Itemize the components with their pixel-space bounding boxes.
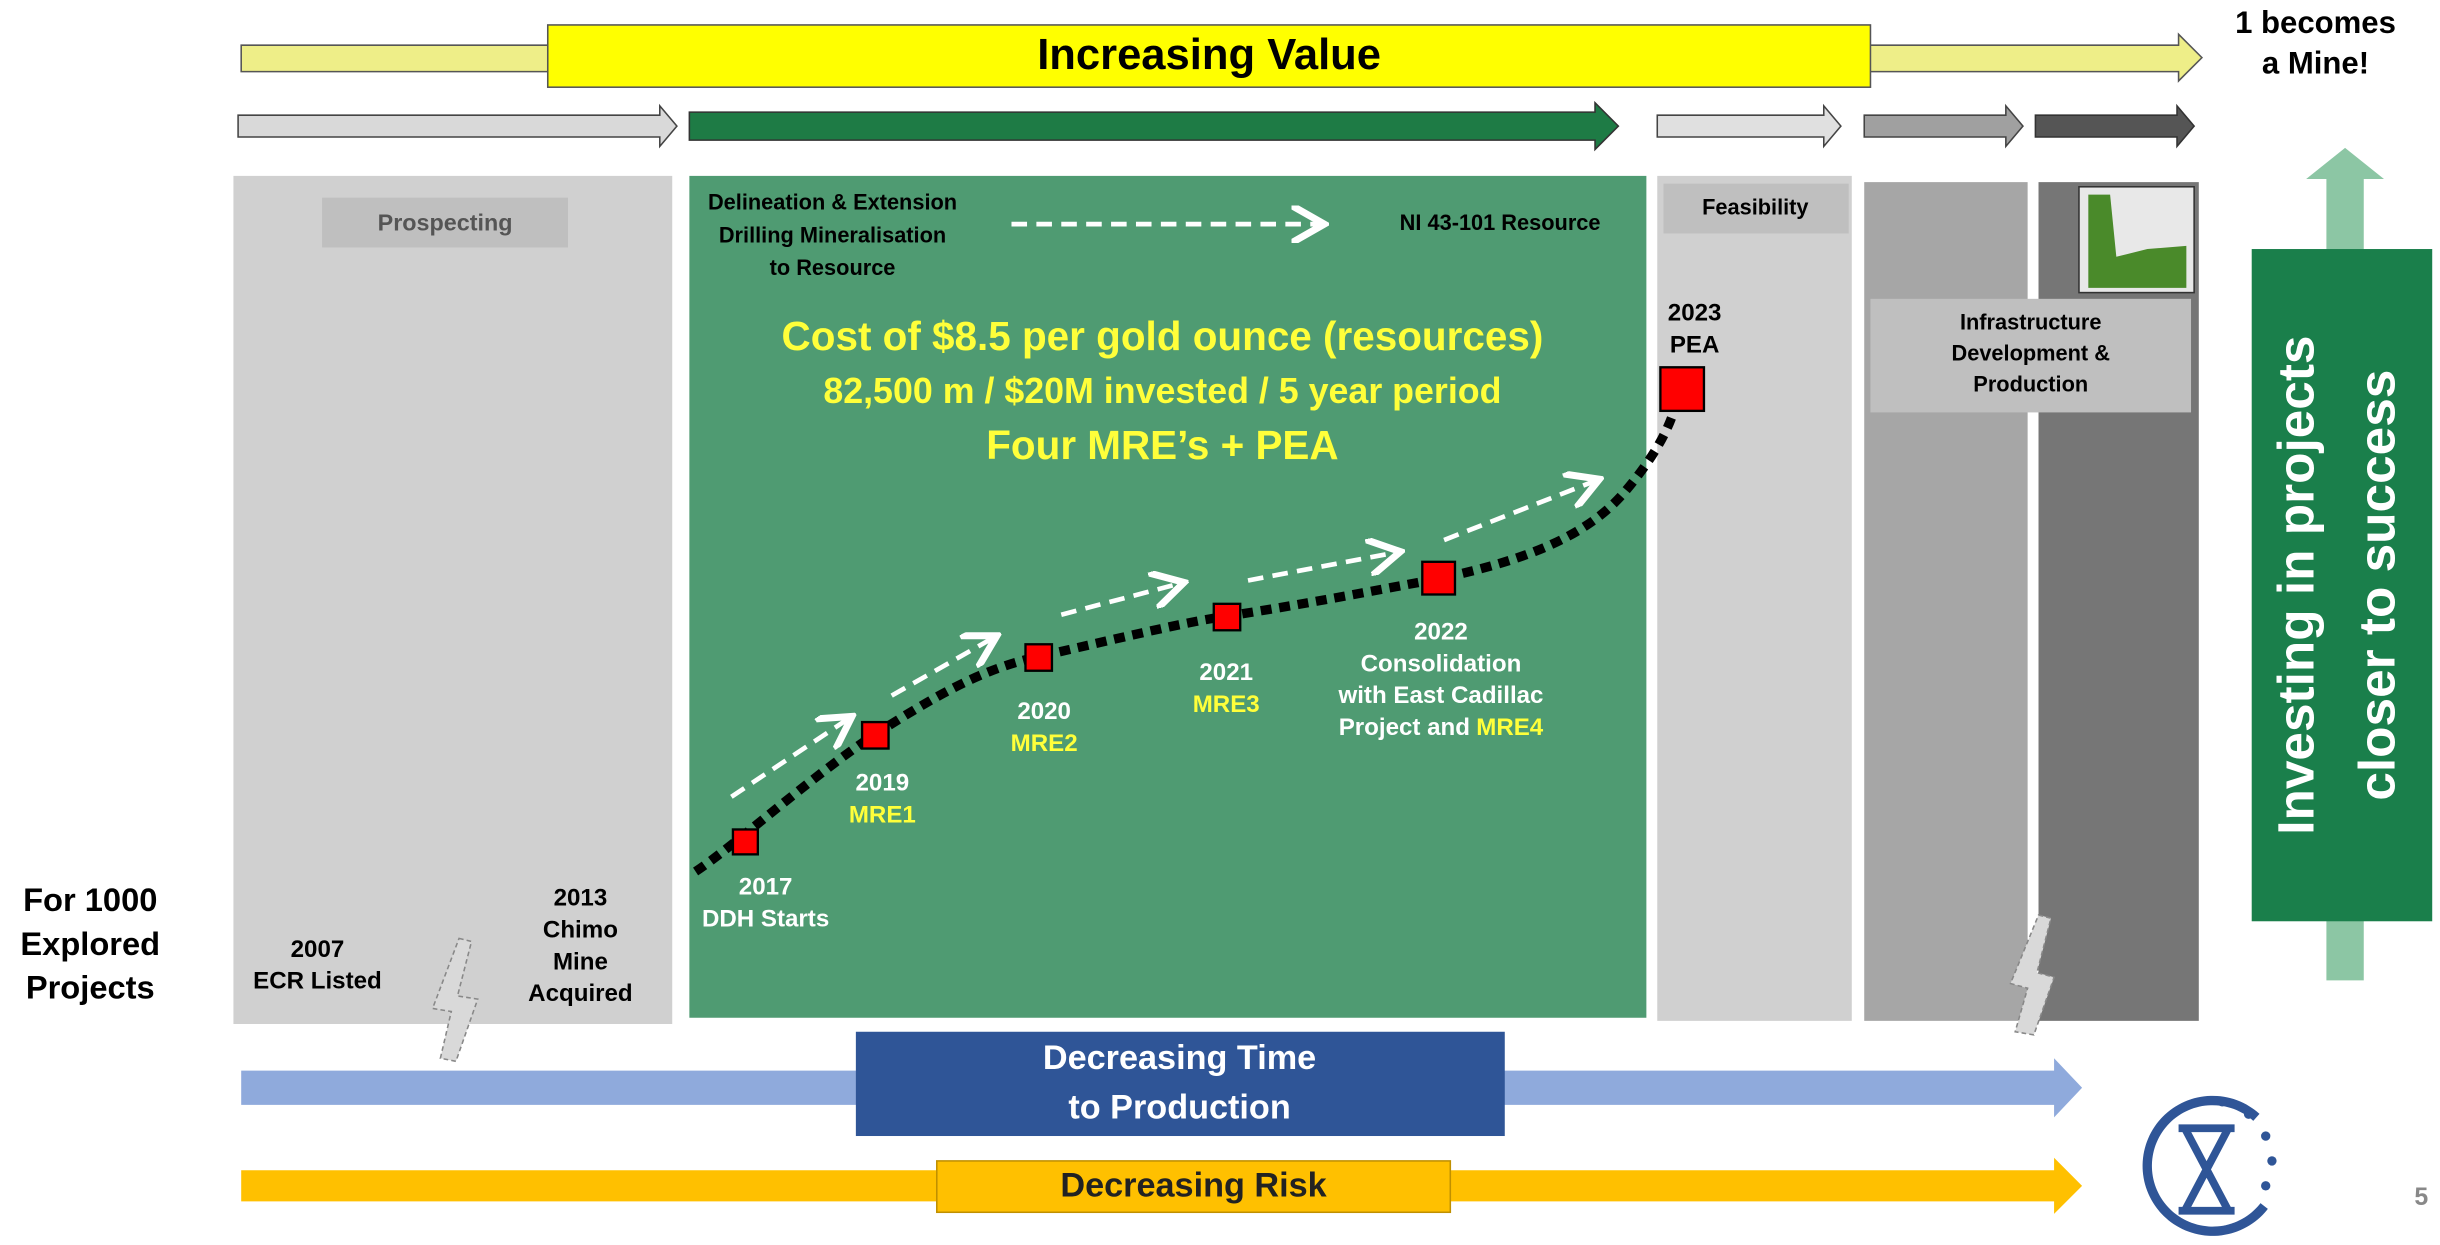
hourglass-icon: [2147, 1101, 2264, 1232]
milestone-label: 2007: [291, 936, 345, 963]
milestone-label: 2017: [739, 874, 793, 901]
milestone-text: DDH Starts: [702, 906, 829, 933]
stage-arrow: [2035, 106, 2194, 146]
milestone-text: ECR Listed: [253, 968, 382, 995]
page-number: 5: [2414, 1183, 2428, 1211]
milestone-text: 2013: [554, 885, 608, 912]
milestone-label: 2013: [554, 885, 608, 912]
side-text: closer to success: [2348, 370, 2405, 801]
milestone-label: DDH Starts: [702, 906, 829, 933]
milestone-label: ECR Listed: [253, 968, 382, 995]
stage-label: Prospecting: [378, 209, 513, 235]
milestone-text: Consolidation: [1361, 651, 1522, 678]
stage-arrow: [689, 103, 1618, 150]
page: Increasing Value 1 becomes a Mine! Prospect…: [0, 0, 2440, 1245]
stage-label: Infrastructure: [1960, 309, 2102, 334]
milestone-text: Mine: [553, 949, 608, 976]
highlight-text: Four MRE’s + PEA: [986, 422, 1338, 468]
milestone-text: 2017: [739, 874, 793, 901]
milestone-text: MRE4: [1476, 714, 1544, 741]
stage-label: NI 43-101 Resource: [1400, 210, 1601, 235]
milestone-label: Chimo: [543, 917, 618, 944]
milestone-label: 2021: [1199, 659, 1253, 686]
stage-arrow: [1864, 106, 2023, 146]
risk-text: Decreasing Risk: [1060, 1166, 1327, 1204]
milestone-label: PEA: [1670, 332, 1720, 359]
milestone-label: Acquired: [528, 981, 633, 1008]
outcome-text: 1 becomes: [2235, 5, 2396, 40]
milestone-text: Project and: [1339, 714, 1470, 741]
stage-label: Development &: [1952, 341, 2111, 366]
panel: [689, 176, 1646, 1018]
milestone-text: 2023: [1668, 300, 1722, 327]
milestone-text: PEA: [1670, 332, 1720, 359]
hourglass-dots: [2217, 1097, 2276, 1190]
milestone-text: 2022: [1414, 619, 1468, 646]
milestone-label: 2019: [856, 770, 910, 797]
milestone-label: 2023: [1668, 300, 1722, 327]
left-label: Explored: [20, 925, 160, 962]
stage-label: Delineation & Extension: [708, 190, 957, 215]
milestone-label: Consolidation: [1361, 651, 1522, 678]
milestone-label: 2020: [1017, 698, 1071, 725]
stage-label: to Resource: [770, 255, 896, 280]
milestone-label: with East Cadillac: [1337, 683, 1543, 710]
slide: Increasing Value 1 becomes a Mine! Prospect…: [0, 0, 2440, 1245]
milestone-text: 2019: [856, 770, 910, 797]
milestone-label: Mine: [553, 949, 608, 976]
outcome-text: a Mine!: [2262, 46, 2369, 81]
milestone-text: 2007: [291, 936, 345, 963]
milestone-label: MRE1: [849, 802, 916, 829]
milestone-text: Chimo: [543, 917, 618, 944]
stage-label: Drilling Mineralisation: [719, 222, 946, 247]
value-title: Increasing Value: [1037, 31, 1381, 79]
side-text: Investing in projects: [2268, 336, 2325, 835]
stage-arrow: [1657, 106, 1841, 146]
milestone-text: 2020: [1017, 698, 1071, 725]
left-label: For 1000: [23, 881, 157, 918]
stage-arrow: [238, 106, 677, 146]
milestone-label: MRE3: [1193, 691, 1260, 718]
milestone-text: 2021: [1199, 659, 1253, 686]
stage-label: Feasibility: [1702, 194, 1808, 219]
milestone-text: Acquired: [528, 981, 633, 1008]
stage-label: Production: [1973, 372, 2088, 397]
highlight-text: Cost of $8.5 per gold ounce (resources): [782, 313, 1544, 359]
time-text: to Production: [1068, 1089, 1290, 1127]
time-text: Decreasing Time: [1043, 1039, 1316, 1077]
milestone-label: 2022: [1414, 619, 1468, 646]
milestone-label: MRE2: [1011, 730, 1078, 757]
highlight-text: 82,500 m / $20M invested / 5 year period: [823, 371, 1501, 411]
milestone-text: with East Cadillac: [1337, 683, 1543, 710]
left-label: Projects: [26, 968, 155, 1005]
